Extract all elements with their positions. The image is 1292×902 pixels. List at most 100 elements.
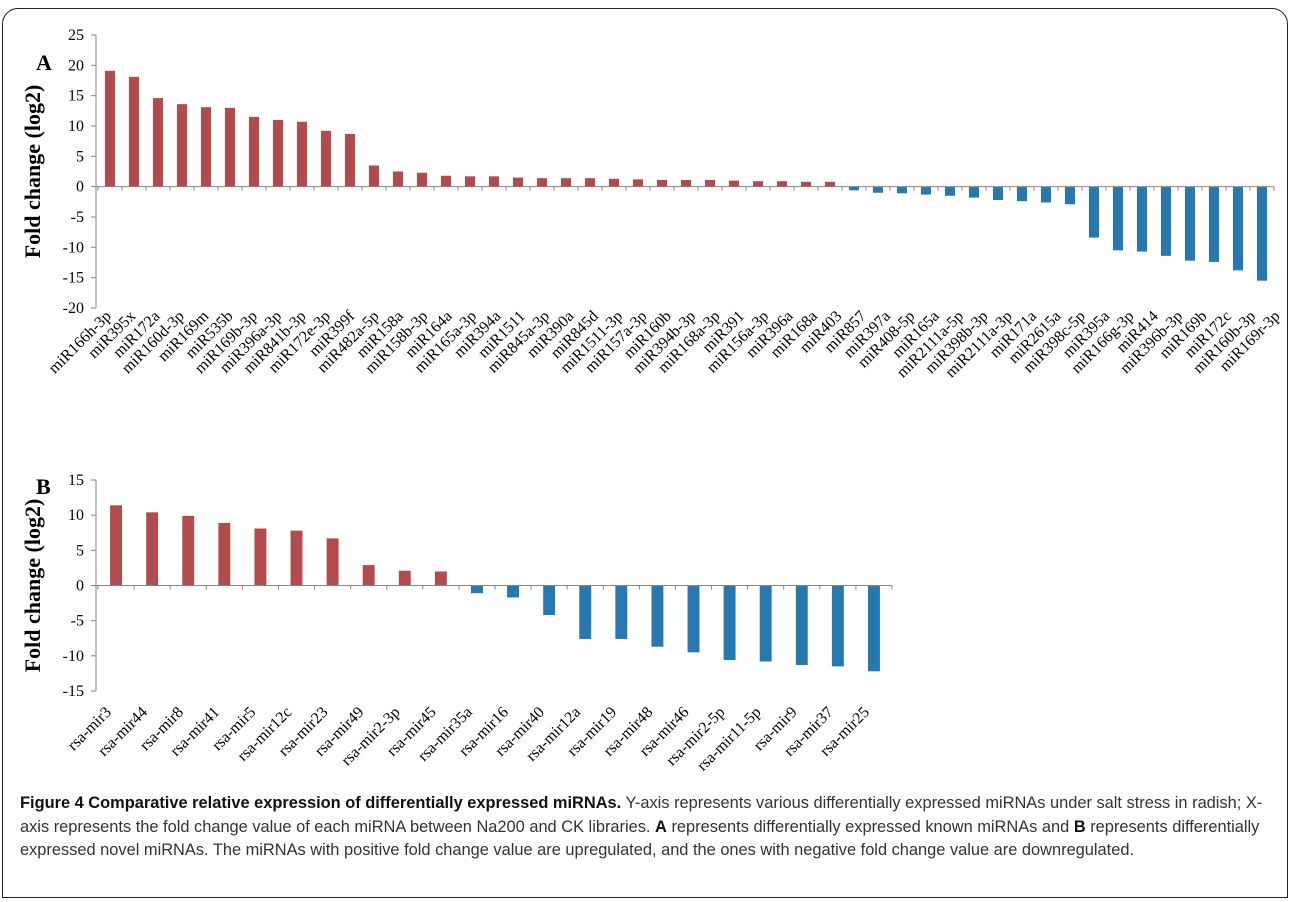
panel-a-bar (992, 186, 1004, 201)
panel-b-bar (723, 585, 736, 661)
panel-b-y-axis-title: Fold change (log2) (20, 499, 45, 673)
panel-a-y-tick-label: -10 (63, 239, 84, 256)
panel-a-bar (416, 172, 428, 187)
panel-b-bar (398, 570, 411, 586)
panel-a-bar (488, 176, 500, 187)
panel-a-bar (848, 186, 860, 191)
panel-a-bar (800, 181, 812, 187)
panel-a-y-axis-title: Fold change (log2) (20, 85, 45, 259)
panel-a-bar (1184, 186, 1196, 261)
panel-a-bar (752, 181, 764, 187)
panel-b-y-tick-label: 0 (76, 578, 84, 595)
panel-a-bar (944, 186, 956, 196)
panel-b-y-tick-label: -15 (63, 683, 84, 700)
panel-a-bar (1136, 186, 1148, 252)
panel-a-bar (1016, 186, 1028, 202)
panel-b-bar (615, 585, 628, 639)
panel-b-y-tick-label: 10 (68, 507, 84, 524)
panel-a-chart: A Fold change (log2) -20 -15 -10 -5 0 5 10 15 20 25… (20, 27, 1284, 381)
panel-b-bar (326, 538, 339, 586)
panel-a-y-tick-label: -15 (63, 270, 84, 287)
panel-a-y-tick-label: 5 (76, 148, 84, 165)
panel-a-bar (824, 181, 836, 187)
panel-a-y-tick-label: 10 (68, 118, 84, 135)
panel-a-bar (656, 179, 668, 187)
panel-a-bar (392, 171, 404, 187)
panel-a-bar (728, 180, 740, 187)
panel-a-y-tick-label: 0 (76, 179, 84, 196)
panel-b-bar (146, 512, 159, 586)
panel-a-bar (368, 165, 380, 187)
panel-a-bar (440, 175, 452, 187)
panel-a-bar (608, 178, 620, 187)
panel-b-bar (759, 585, 772, 662)
panel-b-bar (579, 585, 592, 639)
panel-a-bar (632, 179, 644, 187)
panel-a-bar (272, 119, 284, 187)
panel-a-bar (152, 98, 164, 187)
panel-a-bar (200, 107, 212, 187)
panel-a-bar (104, 70, 116, 187)
panel-a-bar (1256, 186, 1268, 281)
figure-charts: A Fold change (log2) -20 -15 -10 -5 0 5 10 15 20 25… (20, 27, 1284, 774)
panel-b-bar (543, 585, 556, 616)
caption-label-a: A (655, 817, 667, 836)
panel-a-label: A (36, 50, 52, 75)
panel-a-bar (320, 130, 332, 187)
panel-b-bar (470, 585, 483, 594)
panel-b-bar (507, 585, 520, 598)
panel-a-bar (536, 178, 548, 187)
panel-b-bar (182, 515, 195, 586)
panel-a-bar (1088, 186, 1100, 238)
panel-a-bar (968, 186, 980, 198)
panel-a-y-tick-label: 25 (68, 27, 84, 44)
figure-frame (2, 8, 1288, 898)
panel-b-y-tick-label: 15 (68, 472, 84, 489)
panel-a-bar (1160, 186, 1172, 256)
panel-b-bar (831, 585, 844, 667)
panel-a-bar (296, 121, 308, 187)
panel-b-bar (687, 585, 700, 653)
panel-b-bar (290, 530, 303, 586)
caption-label-b: B (1073, 817, 1086, 836)
panel-b-bar (867, 585, 880, 672)
panel-b-y-tick-label: -10 (63, 648, 84, 665)
panel-b-label: B (36, 474, 51, 499)
panel-b-bar (254, 528, 267, 586)
panel-a-bar (704, 179, 716, 187)
panel-a-bar (224, 107, 236, 187)
panel-a-bar (776, 181, 788, 187)
panel-a-bar (896, 186, 908, 194)
panel-a-bar (128, 76, 140, 187)
panel-a-bar (464, 176, 476, 187)
panel-b-bar (651, 585, 664, 647)
panel-b-bar (218, 522, 231, 586)
panel-a-bar (1208, 186, 1220, 262)
caption-text-1: Y-axis represents various differentially… (20, 794, 1263, 836)
panel-a-y-tick-label: 15 (68, 88, 84, 105)
caption-text-3: represents differentially expressed nove… (20, 817, 1260, 860)
figure-caption: Figure 4 Comparative relative expression… (20, 792, 1275, 863)
panel-a-bar (1040, 186, 1052, 203)
caption-title: Figure 4 Comparative relative expression… (20, 794, 622, 812)
panel-a-bar (344, 133, 356, 187)
panel-a-bar (1112, 186, 1124, 251)
panel-b-y-tick-label: -5 (71, 613, 84, 630)
panel-b-bar (795, 585, 808, 665)
panel-b-bar (110, 505, 123, 586)
panel-a-bar (680, 179, 692, 187)
panel-a-y-tick-label: -5 (71, 209, 84, 226)
panel-a-y-tick-label: -20 (63, 300, 84, 317)
panel-a-y-tick-label: 20 (68, 57, 84, 74)
panel-b-bar (362, 565, 375, 586)
caption-text-2: represents differentially expressed know… (666, 817, 1074, 836)
panel-a-bar (1064, 186, 1076, 205)
panel-a-bar (512, 177, 524, 187)
panel-a-bar (872, 186, 884, 193)
panel-a-bar (1232, 186, 1244, 271)
panel-a-bar (176, 104, 188, 187)
panel-a-bar (248, 116, 260, 187)
panel-b-bar (434, 571, 447, 586)
panel-a-bar (584, 178, 596, 187)
